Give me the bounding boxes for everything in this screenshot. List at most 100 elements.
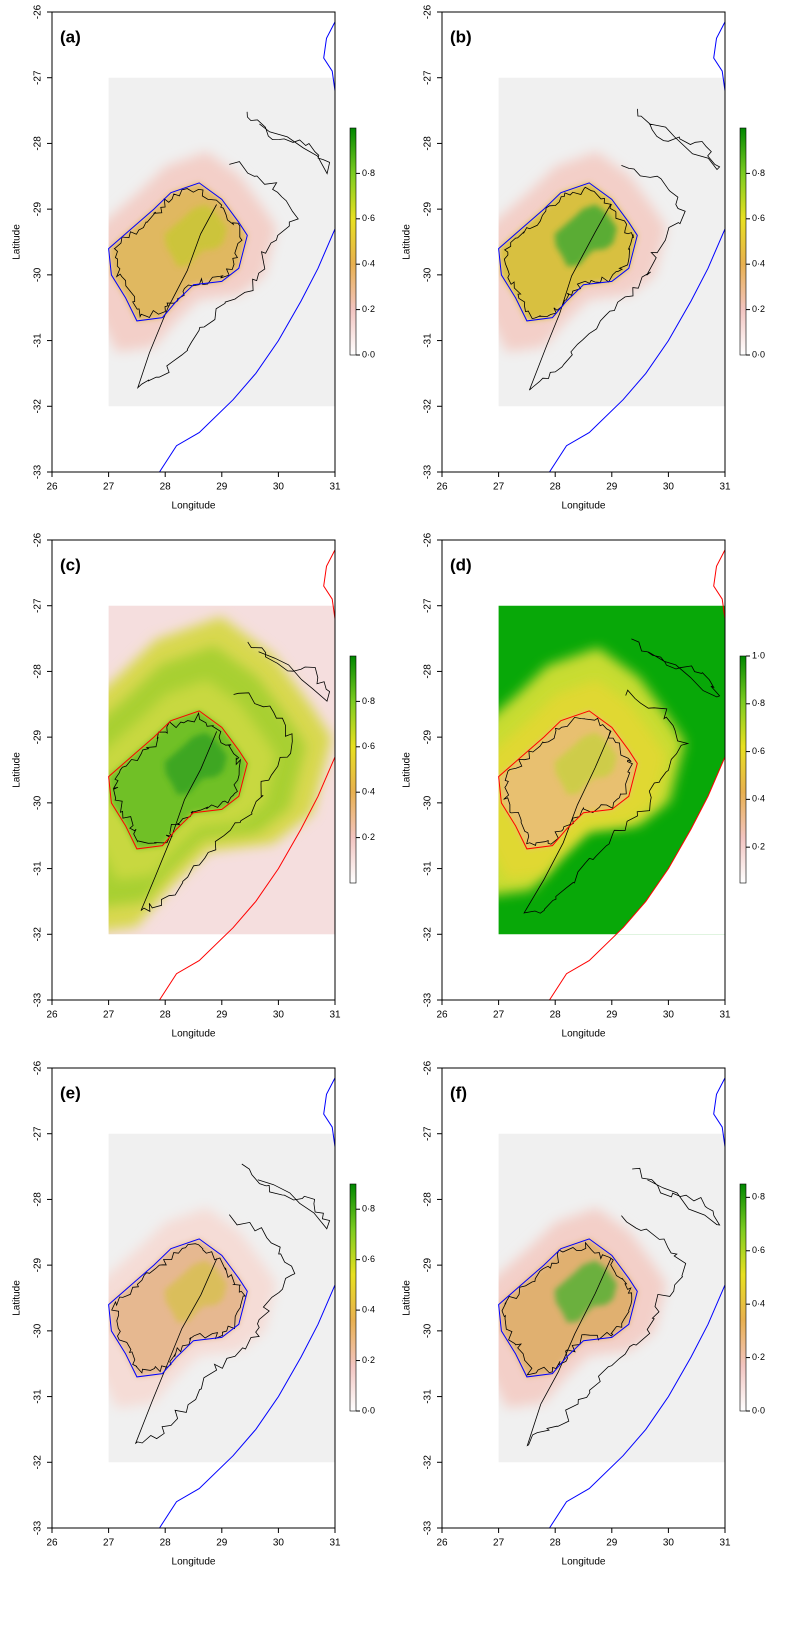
y-tick-label: -31: [33, 333, 44, 348]
x-axis-label: Longitude: [562, 501, 606, 512]
contour: [247, 641, 331, 702]
lesotho-boundary: [498, 710, 638, 850]
colorbar-tick-label: 0·2: [362, 1355, 375, 1365]
y-tick-label: -30: [33, 1323, 44, 1338]
lesotho-boundary: [108, 1238, 248, 1378]
y-tick-label: -33: [423, 1520, 434, 1535]
y-tick-label: -31: [33, 1389, 44, 1404]
x-tick-label: 29: [216, 1538, 228, 1549]
contour: [501, 1241, 633, 1376]
y-tick-label: -30: [33, 795, 44, 810]
plot-frame: [441, 539, 726, 1001]
x-tick-label: 28: [550, 1538, 562, 1549]
y-tick-label: -26: [423, 532, 434, 547]
x-tick-label: 29: [606, 1010, 618, 1021]
colorbar-tick-label: 0·8: [752, 168, 765, 178]
map-panel: (e) 26 27 28 29 30 31 -33 -32 -31 -30 -29 -28 -27 -26 L…: [12, 1060, 375, 1567]
contour: [632, 1167, 721, 1226]
y-tick-label: -31: [33, 861, 44, 876]
raster: [108, 77, 335, 407]
x-axis-label: Longitude: [172, 1029, 216, 1040]
y-tick-label: -26: [33, 1060, 44, 1075]
raster: [108, 1133, 335, 1463]
colorbar-tick-label: 0·6: [752, 213, 765, 223]
y-tick-label: -27: [423, 1126, 434, 1141]
y-axis-label: Latitude: [402, 1280, 413, 1316]
x-tick-label: 28: [550, 482, 562, 493]
x-tick-label: 28: [160, 1010, 172, 1021]
x-tick-label: 31: [719, 482, 731, 493]
colorbar-tick-label: 0·4: [362, 259, 375, 269]
y-tick-label: -26: [33, 532, 44, 547]
colorbar-tick-label: 0·6: [752, 1245, 765, 1255]
colorbar-tick-label: 1·0: [752, 650, 765, 660]
x-tick-label: 27: [103, 1010, 115, 1021]
y-tick-label: -28: [33, 1192, 44, 1207]
contour: [631, 638, 721, 698]
plot-frame: [441, 11, 726, 473]
coastline: [713, 1077, 726, 1147]
plot-frame: [51, 11, 336, 473]
colorbar-tick-label: 0·8: [362, 696, 375, 706]
plot-frame: [51, 539, 336, 1001]
colorbar-tick-label: 0·0: [362, 1405, 375, 1415]
y-tick-label: -28: [423, 1192, 434, 1207]
x-tick-label: 29: [216, 1010, 228, 1021]
x-tick-label: 27: [493, 482, 505, 493]
x-tick-label: 30: [273, 482, 285, 493]
raster-hot: [164, 1260, 227, 1323]
colorbar-tick-label: 0·8: [362, 168, 375, 178]
x-tick-label: 26: [436, 482, 448, 493]
colorbar-tick-label: 0·0: [362, 349, 375, 359]
colorbar: [739, 655, 747, 884]
y-tick-label: -29: [423, 729, 434, 744]
plot-frame: [441, 1067, 726, 1529]
raster-hot: [554, 204, 617, 267]
contour: [140, 692, 293, 913]
map-panel: (f) 26 27 28 29 30 31 -33 -32 -31 -30 -29 -28 -27 -26 L…: [402, 1060, 765, 1567]
y-tick-label: -27: [423, 598, 434, 613]
lesotho-boundary: [108, 710, 248, 850]
map-panel: (b) 26 27 28 29 30 31 -33 -32 -31 -30 -29 -28 -27 -26 L…: [402, 4, 765, 511]
colorbar-tick-label: 0·6: [362, 213, 375, 223]
colorbar-tick-label: 0·0: [752, 349, 765, 359]
contour: [503, 716, 633, 846]
y-axis-label: Latitude: [12, 1280, 23, 1316]
x-tick-label: 31: [329, 482, 341, 493]
panel-label: (c): [60, 555, 81, 574]
coastline: [323, 1077, 336, 1147]
raster-hot: [164, 732, 227, 795]
y-tick-label: -33: [423, 992, 434, 1007]
panel-label: (a): [60, 27, 81, 46]
x-tick-label: 29: [606, 1538, 618, 1549]
y-tick-label: -29: [33, 729, 44, 744]
y-tick-label: -29: [423, 1257, 434, 1272]
x-axis-label: Longitude: [172, 1557, 216, 1568]
contour: [529, 165, 686, 391]
y-tick-label: -27: [33, 70, 44, 85]
colorbar: [349, 1183, 357, 1412]
colorbar: [349, 127, 357, 356]
contour: [111, 1243, 247, 1374]
y-tick-label: -33: [33, 992, 44, 1007]
x-tick-label: 30: [663, 482, 675, 493]
x-tick-label: 27: [493, 1010, 505, 1021]
y-axis-label: Latitude: [402, 752, 413, 788]
y-tick-label: -33: [423, 464, 434, 479]
coastline: [159, 756, 336, 1001]
coastline: [159, 1284, 336, 1529]
y-tick-label: -27: [423, 70, 434, 85]
coastline: [713, 21, 726, 91]
colorbar-tick-label: 0·2: [752, 1352, 765, 1362]
colorbar: [739, 1183, 747, 1412]
x-tick-label: 30: [273, 1010, 285, 1021]
y-tick-label: -32: [33, 399, 44, 414]
map-panel: (c) 26 27 28 29 30 31 -33 -32 -31 -30 -29 -28 -27 -26 L…: [12, 532, 375, 1039]
y-tick-label: -32: [423, 399, 434, 414]
x-tick-label: 27: [103, 1538, 115, 1549]
colorbar-tick-label: 0·8: [752, 1192, 765, 1202]
panel-label: (e): [60, 1083, 81, 1102]
x-tick-label: 28: [160, 1538, 172, 1549]
coastline: [323, 21, 336, 91]
